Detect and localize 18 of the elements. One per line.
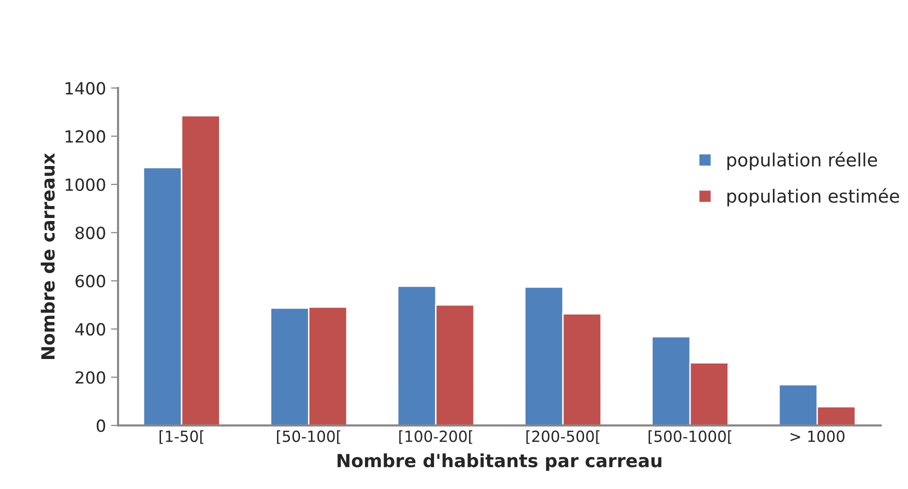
y-tick-label: 1200	[66, 130, 106, 143]
y-axis-title: Nombre de carreaux	[40, 153, 55, 359]
x-tick-label: [50-100[	[277, 430, 340, 444]
x-tick-label: [500-1000[	[648, 430, 732, 444]
y-tick-label: 600	[76, 274, 106, 288]
x-tick-label: [100-200[	[399, 430, 472, 444]
legend-label: population réelle	[727, 152, 878, 170]
y-tick-label: 1400	[66, 82, 106, 95]
x-tick-label: [200-500[	[526, 430, 600, 444]
x-tick-label: [1-50[	[160, 430, 204, 444]
legend-label: population estimée	[727, 188, 900, 206]
y-tick-label: 200	[76, 371, 106, 384]
x-tick-label: > 1000	[790, 430, 844, 442]
y-tick-label: 0	[96, 419, 106, 432]
y-tick-label: 800	[76, 226, 106, 240]
x-axis-title: Nombre d'habitants par carreau	[338, 453, 662, 471]
y-tick-label: 400	[75, 322, 106, 336]
y-tick-label: 1000	[66, 178, 106, 191]
